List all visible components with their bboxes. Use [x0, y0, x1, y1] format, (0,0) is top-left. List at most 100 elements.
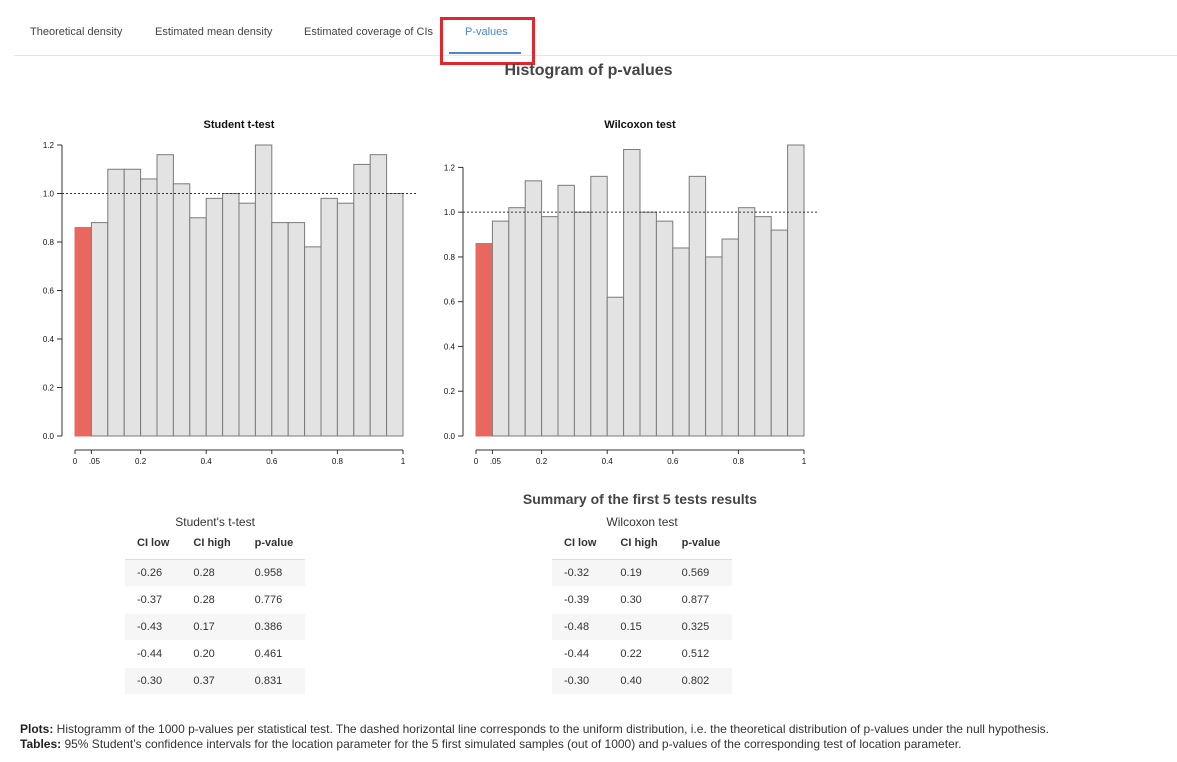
histogram-bar — [705, 256, 723, 437]
caption-tables-text: 95% Student’s confidence intervals for t… — [61, 737, 962, 751]
table-cell: -0.32 — [552, 559, 609, 587]
x-tick-label: 0.6 — [266, 457, 278, 466]
column-header: CI low — [125, 537, 182, 560]
table-cell: -0.39 — [552, 586, 609, 614]
summary-title: Summary of the first 5 tests results — [522, 491, 758, 507]
y-tick-label: 1.2 — [43, 141, 55, 150]
table-cell: 0.802 — [669, 667, 733, 695]
table-row: -0.48 0.15 0.325 — [552, 613, 733, 641]
table-cell: 0.19 — [608, 559, 670, 587]
x-tick-label: 0.4 — [201, 457, 213, 466]
y-tick-label: 1.0 — [444, 208, 456, 217]
table-cell: -0.26 — [125, 559, 182, 587]
table-cell: -0.48 — [552, 613, 609, 641]
x-tick-label: 1 — [802, 457, 807, 466]
caption-plots-label: Plots: — [20, 722, 54, 736]
y-tick-label: 1.2 — [444, 163, 456, 172]
tab-estimated-mean-density[interactable]: Estimated mean density — [155, 26, 273, 38]
table-cell: 0.958 — [242, 559, 306, 587]
caption-tables: Tables: 95% Student’s confidence interva… — [20, 737, 1170, 752]
table-cell: 0.461 — [242, 640, 306, 668]
tab-theoretical-density[interactable]: Theoretical density — [30, 26, 123, 38]
table-cell: 0.22 — [608, 640, 670, 668]
tab-p-values[interactable]: P-values — [465, 26, 508, 38]
tab-estimated-coverage[interactable]: Estimated coverage of CIs — [304, 26, 434, 38]
table-wilcoxon: Wilcoxon test CI low CI high p-value -0.… — [552, 515, 733, 695]
x-tick-label: 1 — [401, 457, 406, 466]
figure-caption: Plots: Histogramm of the 1000 p-values p… — [20, 722, 1170, 752]
results-table: CI low CI high p-value -0.32 0.19 0.569 -0… — [552, 537, 733, 695]
x-tick-label: 0 — [474, 457, 479, 466]
table-row: -0.26 0.28 0.958 — [125, 559, 306, 587]
table-cell: 0.28 — [181, 559, 243, 587]
column-header: CI low — [552, 537, 609, 560]
histogram-bar — [754, 216, 772, 437]
table-row: -0.43 0.17 0.386 — [125, 613, 306, 641]
table-row: -0.44 0.20 0.461 — [125, 640, 306, 668]
x-tick-label: .05 — [490, 457, 502, 466]
histogram-bar — [672, 247, 690, 437]
histogram-bar — [737, 207, 756, 437]
y-tick-label: 0.8 — [444, 253, 456, 262]
y-tick-label: 0.4 — [43, 335, 55, 344]
results-table: CI low CI high p-value -0.26 0.28 0.958 -0… — [125, 537, 306, 695]
table-cell: 0.20 — [181, 640, 243, 668]
y-tick-label: 0.2 — [43, 384, 55, 393]
y-tick-label: 0.6 — [43, 287, 55, 296]
table-cell: 0.512 — [669, 640, 733, 668]
table-cell: -0.43 — [125, 613, 182, 641]
y-tick-label: 0.0 — [444, 432, 456, 441]
y-tick-label: 0.4 — [444, 342, 456, 351]
histogram-bar — [573, 211, 592, 437]
table-cell: -0.44 — [125, 640, 182, 668]
plot-title: Student t-test — [204, 119, 275, 131]
column-header: CI high — [608, 537, 670, 560]
x-tick-label: 0.8 — [332, 457, 344, 466]
table-cell: 0.831 — [242, 667, 306, 695]
histogram-bar — [688, 175, 707, 437]
table-caption: Student's t-test — [175, 515, 255, 529]
histogram-bar — [721, 238, 739, 437]
table-cell: -0.30 — [552, 667, 609, 695]
table-cell: -0.30 — [125, 667, 182, 695]
caption-plots-text: Histogramm of the 1000 p-values per stat… — [53, 722, 1049, 736]
histogram-bar — [606, 296, 625, 437]
table-cell: 0.877 — [669, 586, 733, 614]
histogram-bar — [655, 220, 674, 437]
y-tick-label: 0.2 — [444, 387, 456, 396]
table-row: -0.30 0.37 0.831 — [125, 667, 306, 695]
y-tick-label: 0.8 — [43, 238, 55, 247]
histogram-bar — [639, 211, 657, 437]
histogram-bar — [770, 229, 789, 437]
table-cell: 0.15 — [608, 613, 670, 641]
main-title: Histogram of p-values — [504, 62, 673, 79]
tab-bar: Theoretical density Estimated mean densi… — [14, 0, 1177, 56]
x-tick-label: 0.4 — [602, 457, 614, 466]
table-cell: 0.325 — [669, 613, 733, 641]
y-tick-label: 1.0 — [43, 190, 55, 199]
table-header-row: CI low CI high p-value — [552, 537, 733, 560]
x-tick-label: 0.8 — [733, 457, 745, 466]
table-cell: -0.37 — [125, 586, 182, 614]
caption-tables-label: Tables: — [20, 737, 62, 751]
table-cell: -0.44 — [552, 640, 609, 668]
table-row: -0.32 0.19 0.569 — [552, 559, 733, 587]
y-tick-label: 0.0 — [43, 432, 55, 441]
histogram-bar — [508, 207, 526, 437]
histogram-bar — [524, 180, 543, 437]
table-row: -0.30 0.40 0.802 — [552, 667, 733, 695]
caption-plots: Plots: Histogramm of the 1000 p-values p… — [20, 722, 1170, 737]
plot-title: Wilcoxon test — [604, 119, 676, 131]
histogram-wilcoxon: Wilcoxon test 0.0 0.2 0.4 0.6 0.8 1.0 1.2 0 .05 0.… — [444, 119, 818, 466]
active-tab-indicator — [449, 52, 521, 54]
histogram-bar — [541, 216, 559, 437]
column-header: p-value — [242, 537, 306, 560]
x-tick-label: .05 — [89, 457, 101, 466]
table-cell: 0.30 — [608, 586, 670, 614]
table-row: -0.44 0.22 0.512 — [552, 640, 733, 668]
table-caption: Wilcoxon test — [606, 515, 678, 529]
table-cell: 0.569 — [669, 559, 733, 587]
histogram-bar — [623, 148, 641, 437]
table-cell: 0.40 — [608, 667, 670, 695]
x-tick-label: 0 — [73, 457, 78, 466]
